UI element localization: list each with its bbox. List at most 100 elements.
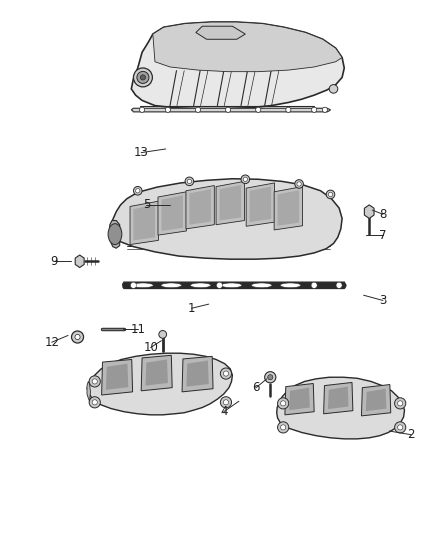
Polygon shape — [123, 282, 345, 288]
Circle shape — [277, 398, 288, 409]
Circle shape — [137, 71, 148, 84]
Ellipse shape — [108, 224, 122, 245]
Circle shape — [75, 334, 80, 340]
Polygon shape — [141, 356, 172, 391]
Polygon shape — [145, 359, 167, 385]
Circle shape — [277, 422, 288, 433]
Text: 1: 1 — [187, 302, 195, 315]
Polygon shape — [273, 187, 302, 230]
Polygon shape — [161, 196, 183, 231]
Polygon shape — [75, 255, 84, 268]
Text: 10: 10 — [143, 341, 158, 354]
Circle shape — [92, 379, 97, 384]
Polygon shape — [365, 389, 385, 411]
Circle shape — [325, 190, 334, 199]
Polygon shape — [195, 26, 245, 39]
Circle shape — [394, 422, 405, 433]
Text: 8: 8 — [378, 208, 386, 221]
Polygon shape — [284, 384, 314, 415]
Ellipse shape — [279, 283, 300, 288]
Polygon shape — [360, 384, 390, 416]
Circle shape — [223, 371, 228, 376]
Polygon shape — [131, 22, 343, 109]
Ellipse shape — [132, 283, 153, 288]
Circle shape — [264, 372, 275, 383]
Ellipse shape — [190, 283, 210, 288]
Polygon shape — [133, 205, 155, 240]
Circle shape — [223, 400, 228, 405]
Polygon shape — [186, 185, 214, 229]
Ellipse shape — [161, 283, 181, 288]
Circle shape — [139, 107, 144, 112]
Circle shape — [255, 107, 260, 112]
Polygon shape — [289, 387, 309, 410]
Polygon shape — [131, 108, 330, 112]
Polygon shape — [323, 383, 352, 414]
Circle shape — [311, 282, 316, 288]
Polygon shape — [246, 183, 274, 227]
Circle shape — [328, 192, 332, 197]
Polygon shape — [87, 382, 90, 401]
Circle shape — [220, 397, 231, 408]
Text: 3: 3 — [378, 294, 386, 307]
Text: 11: 11 — [130, 322, 145, 336]
Text: 5: 5 — [142, 198, 150, 212]
Circle shape — [165, 107, 170, 112]
Circle shape — [397, 401, 402, 406]
Circle shape — [185, 177, 193, 185]
Circle shape — [225, 107, 230, 112]
Polygon shape — [101, 359, 132, 395]
Polygon shape — [215, 181, 244, 225]
Circle shape — [243, 177, 247, 181]
Ellipse shape — [221, 283, 241, 288]
Circle shape — [133, 68, 152, 87]
Circle shape — [187, 179, 191, 183]
Circle shape — [394, 398, 405, 409]
Circle shape — [294, 180, 303, 188]
Polygon shape — [106, 364, 128, 390]
Polygon shape — [158, 192, 186, 235]
Ellipse shape — [251, 283, 272, 288]
Circle shape — [89, 397, 100, 408]
Circle shape — [240, 175, 249, 183]
Circle shape — [135, 189, 140, 193]
Polygon shape — [110, 221, 120, 248]
Text: 13: 13 — [134, 146, 148, 159]
Circle shape — [280, 401, 285, 406]
Polygon shape — [189, 189, 210, 225]
Circle shape — [130, 282, 136, 288]
Polygon shape — [182, 357, 212, 392]
Circle shape — [397, 425, 402, 430]
Polygon shape — [130, 201, 158, 245]
Polygon shape — [110, 179, 341, 259]
Circle shape — [280, 425, 285, 430]
Text: 12: 12 — [44, 336, 59, 349]
Text: 2: 2 — [406, 428, 414, 441]
Polygon shape — [87, 353, 232, 415]
Polygon shape — [364, 205, 373, 219]
Circle shape — [285, 107, 290, 112]
Circle shape — [296, 182, 300, 186]
Circle shape — [267, 375, 272, 380]
Polygon shape — [249, 187, 271, 222]
Circle shape — [328, 85, 337, 93]
Polygon shape — [186, 360, 208, 386]
Circle shape — [195, 107, 200, 112]
Polygon shape — [276, 377, 403, 439]
Circle shape — [71, 331, 83, 343]
Circle shape — [92, 400, 97, 405]
Polygon shape — [219, 185, 240, 221]
Polygon shape — [277, 190, 298, 226]
Circle shape — [311, 107, 316, 112]
Circle shape — [89, 376, 100, 387]
Text: 9: 9 — [50, 255, 57, 268]
Polygon shape — [327, 386, 348, 409]
Circle shape — [216, 282, 222, 288]
Circle shape — [321, 107, 327, 112]
Circle shape — [220, 368, 231, 379]
Text: 6: 6 — [252, 381, 259, 394]
Text: 4: 4 — [219, 405, 227, 418]
Circle shape — [159, 330, 166, 338]
Circle shape — [140, 75, 145, 80]
Circle shape — [336, 282, 341, 288]
